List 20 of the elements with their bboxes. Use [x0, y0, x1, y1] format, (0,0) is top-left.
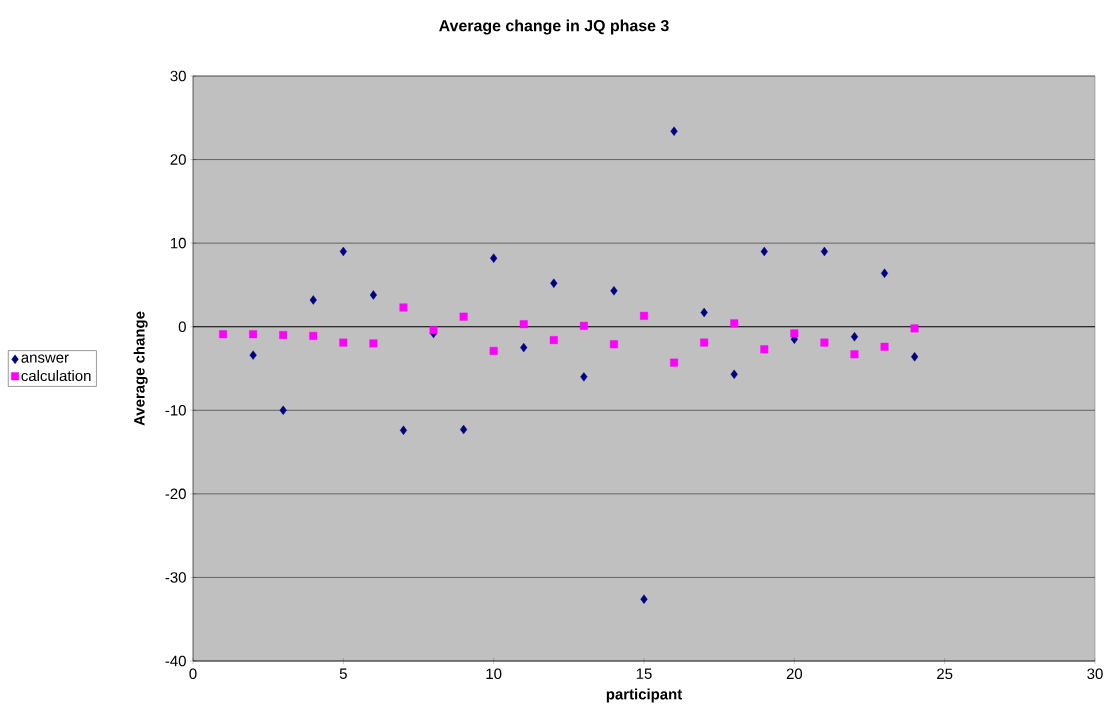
x-axis-title: participant	[606, 688, 683, 703]
y-axis-title: Average change	[133, 311, 148, 426]
x-tick-label: 20	[786, 668, 803, 680]
y-tick-label: 10	[171, 237, 186, 249]
y-tick-label: 20	[170, 154, 186, 165]
x-tick-label: 10	[486, 668, 502, 680]
y-tick-label: -20	[165, 488, 186, 500]
y-tick-label: 0	[178, 321, 186, 332]
y-tick-label: -10	[165, 404, 186, 416]
x-tick-label: 25	[937, 668, 953, 680]
x-tick-label: 0	[189, 668, 197, 680]
chart-title: Average change in JQ phase 3	[439, 19, 669, 35]
legend-label: answer	[21, 354, 69, 363]
legend-label: calculation	[21, 370, 91, 382]
x-tick-label: 15	[636, 668, 652, 679]
y-tick-label: -30	[165, 572, 186, 583]
y-tick-label: -40	[165, 655, 186, 667]
y-tick-label: 30	[170, 70, 186, 82]
x-tick-label: 5	[339, 668, 347, 679]
x-tick-label: 30	[1087, 668, 1103, 680]
